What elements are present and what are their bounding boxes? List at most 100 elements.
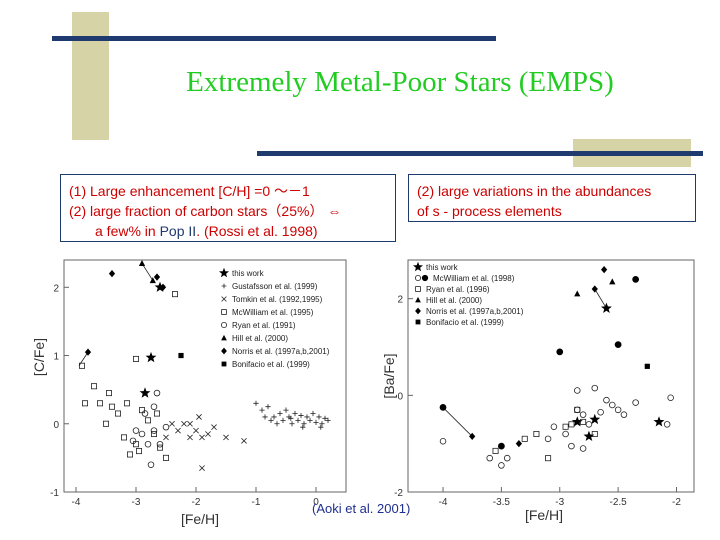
data-point [153,273,161,281]
legend-marker [220,321,228,329]
y-tick-label: -2 [394,488,403,499]
x-tick-label: -4 [72,497,81,508]
data-point [136,448,143,455]
data-point [145,417,152,424]
y-tick-label: 0 [397,391,403,402]
data-point [79,362,86,369]
data-point [600,266,608,274]
accent-bar-top [52,36,496,41]
x-tick-label: -3 [555,497,564,508]
legend-label: Norris et al. (1997a,b,2001) [232,347,330,356]
data-point [154,410,161,417]
data-point [609,401,616,409]
data-point [498,442,505,450]
plot-frame [407,259,695,493]
data-point [653,416,665,427]
data-point [589,413,601,425]
series-this-work [139,281,166,398]
data-point [574,406,581,413]
legend-label: this work [232,269,265,278]
y-tick-label: 1 [53,352,59,363]
data-point [280,417,286,423]
legend-label: this work [426,263,459,272]
data-point [132,427,140,434]
data-point [439,437,447,445]
data-point [486,454,493,462]
data-point [129,437,137,445]
data-point [545,455,552,462]
legend-marker [415,296,421,303]
pop-ii-term: Pop II [159,223,197,239]
x-tick-label: -2 [192,497,201,508]
series-ryan-et-al-1991 [129,389,170,468]
data-point [187,420,193,427]
data-point [544,435,552,443]
data-point [108,270,116,278]
data-point [579,445,587,452]
data-point [253,400,259,406]
legend: this work Gustafsson et al. (1999) Tomkin … [219,267,330,369]
series-gustafsson-et-al-1999 [253,400,331,430]
data-point [632,275,640,283]
data-point [241,437,247,444]
data-point [121,434,128,441]
data-point [159,283,167,291]
text-fragment: . (Rossi et al. 1998) [196,223,318,239]
legend-label: Hill et al. (2000) [426,296,482,305]
plot-frame [63,259,347,493]
data-point [139,407,146,414]
data-point [620,411,628,418]
data-point [283,407,289,413]
data-point [268,417,274,423]
data-point [84,348,92,356]
data-point [138,430,146,438]
citation: (Aoki et al. 2001) [312,501,411,516]
y-axis-label: [C/Fe] [34,338,47,376]
legend-label: McWilliam et al. (1995) [232,308,314,317]
data-point [307,417,313,423]
series-hill-et-al-2000 [574,278,616,297]
data-point [156,440,164,448]
x-tick-label: -2.5 [610,497,628,508]
data-point [144,440,152,448]
data-point [292,410,298,417]
text-line: of s - process elements [417,203,562,219]
text-line: (1) Large enhancement [C/H] =0 ～－1 [69,183,310,199]
legend-marker [413,261,423,272]
data-point [106,390,113,397]
data-point [97,400,104,407]
data-point [591,384,599,392]
data-point [196,414,202,420]
data-point [609,278,616,285]
data-point [322,415,328,421]
data-point [262,414,268,420]
legend-label: Bonifacio et al. (1999) [426,318,504,327]
data-point [597,408,604,416]
legend-marker [414,274,422,282]
data-point [492,447,499,454]
data-point [205,431,211,437]
data-point [295,417,301,423]
data-point [175,427,181,434]
legend-label: Bonifacio et al. (1999) [232,360,310,369]
data-point [667,394,674,402]
y-tick-label: 0 [53,420,59,431]
data-point [171,291,178,298]
legend-marker [221,361,227,367]
data-point [288,415,294,421]
data-point [556,348,564,356]
legend-marker [221,334,227,341]
data-point [82,400,89,407]
data-point [265,404,271,410]
text-box-s-process: (2) large variations in the abundances o… [408,174,696,222]
data-point [124,400,131,407]
slide-title: Extremely Metal-Poor Stars (EMPS) [186,66,614,98]
data-point [103,420,110,427]
legend-marker [421,274,429,282]
x-tick-label: -3.5 [493,497,511,508]
data-point [139,387,151,398]
data-point [301,421,307,427]
legend-marker [415,319,421,325]
data-point [325,417,331,423]
data-point [300,424,306,430]
